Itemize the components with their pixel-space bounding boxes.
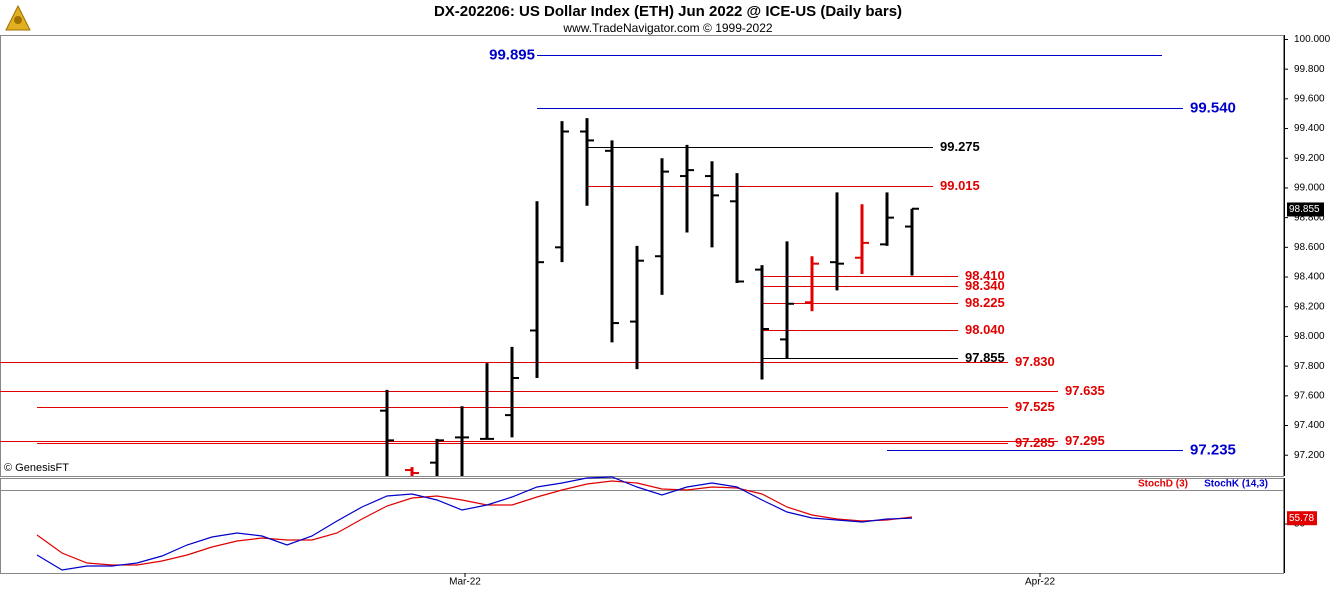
y-tick-label: 99.400 <box>1294 123 1325 134</box>
y-tick-label: 100.000 <box>1294 34 1331 45</box>
legend-entry: StochK (14,3) <box>1204 479 1268 490</box>
y-tick-label: 97.800 <box>1294 361 1325 372</box>
level-label: 98.340 <box>965 278 1005 293</box>
level-label: 98.040 <box>965 322 1005 337</box>
level-label: 99.895 <box>489 46 535 63</box>
y-tick-label: 99.200 <box>1294 153 1325 164</box>
stoch-line <box>36 476 913 571</box>
x-tick-label: Mar-22 <box>449 577 481 588</box>
level-label: 99.540 <box>1190 99 1236 116</box>
y-tick-label: 99.000 <box>1294 183 1325 194</box>
last-price-label: 98.855 <box>1289 204 1320 215</box>
y-tick-label: 97.600 <box>1294 390 1325 401</box>
level-label: 97.830 <box>1015 354 1055 369</box>
price-pane <box>0 35 1284 477</box>
y-tick-label: 98.400 <box>1294 272 1325 283</box>
level-label: 97.235 <box>1190 441 1236 458</box>
last-value-label: 55.78 <box>1289 513 1314 524</box>
level-label: 97.285 <box>1015 435 1055 450</box>
stoch-line <box>36 480 913 566</box>
last-price-box <box>1287 202 1324 217</box>
level-label: 98.225 <box>965 295 1005 310</box>
level-label: 97.525 <box>1015 399 1055 414</box>
y-tick-label: 99.800 <box>1294 64 1325 75</box>
y-tick-label: 99.600 <box>1294 93 1325 104</box>
level-label: 97.635 <box>1065 383 1105 398</box>
x-tick-label: Apr-22 <box>1025 577 1055 588</box>
y-tick-label: 98.000 <box>1294 331 1325 342</box>
level-label: 97.855 <box>965 350 1005 365</box>
level-label: 97.295 <box>1065 433 1105 448</box>
y-tick-label: 97.200 <box>1294 450 1325 461</box>
y-tick-label: 98.200 <box>1294 301 1325 312</box>
chart-title: DX-202206: US Dollar Index (ETH) Jun 202… <box>434 3 902 20</box>
y-tick-label: 97.400 <box>1294 420 1325 431</box>
y-tick-label: 98.600 <box>1294 242 1325 253</box>
last-value-box <box>1287 511 1317 526</box>
y-tick-label: 98.800 <box>1294 212 1325 223</box>
level-label: 99.015 <box>940 178 980 193</box>
level-label: 99.275 <box>940 139 980 154</box>
stoch-pane <box>0 478 1284 574</box>
watermark: © GenesisFT <box>4 462 69 474</box>
logo <box>5 4 31 31</box>
chart-subtitle: www.TradeNavigator.com © 1999-2022 <box>562 21 772 35</box>
level-label: 98.410 <box>965 268 1005 283</box>
legend-entry: StochD (3) <box>1138 479 1188 490</box>
